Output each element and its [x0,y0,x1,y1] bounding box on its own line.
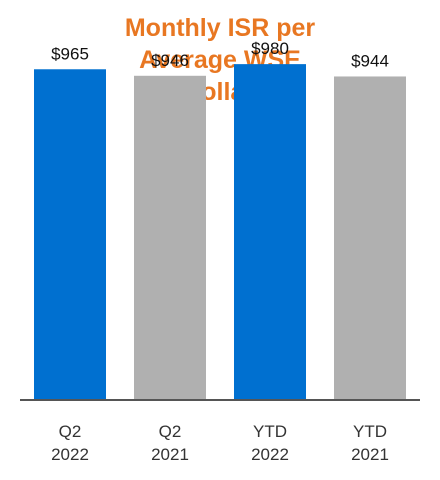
bar-2 [234,64,306,401]
tick-label-1-line-0: Q2 [159,422,182,441]
value-label-0: $965 [51,44,89,63]
tick-label-1-line-1: 2021 [151,445,189,464]
value-label-2: $980 [251,39,289,58]
value-labels-layer: $965 $946 $980 $944 [51,39,389,70]
tick-label-0-line-0: Q2 [59,422,82,441]
bar-3 [334,76,406,400]
tick-label-0-line-1: 2022 [51,445,89,464]
value-label-1: $946 [151,51,189,70]
tick-labels-layer: Q2 2022 Q2 2021 YTD 2022 YTD 2021 [51,422,389,464]
tick-label-3-line-0: YTD [353,422,387,441]
bar-0 [34,69,106,400]
bars-layer [34,64,406,401]
tick-label-3-line-1: 2021 [351,445,389,464]
chart-title-line-1: Monthly ISR per [124,14,316,42]
tick-label-2-line-0: YTD [253,422,287,441]
tick-label-2-line-1: 2022 [251,445,289,464]
value-label-3: $944 [351,51,389,70]
bar-1 [134,75,206,400]
